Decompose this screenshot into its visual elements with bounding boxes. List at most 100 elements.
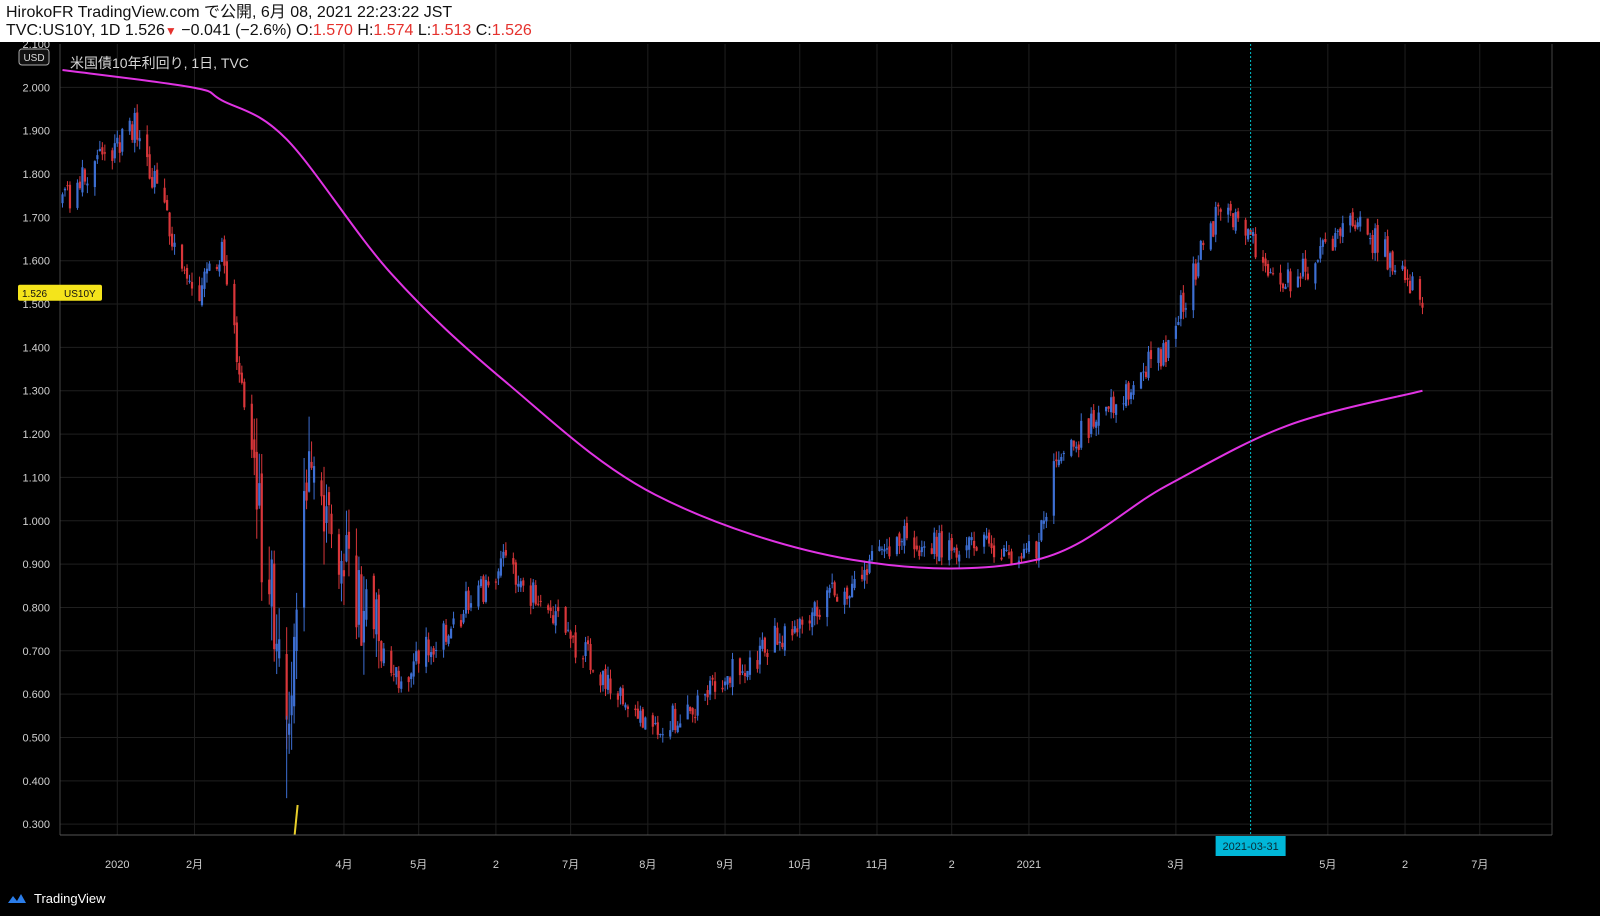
candle-body xyxy=(68,184,72,209)
candle-body xyxy=(532,582,535,603)
candle-body xyxy=(290,695,293,716)
candle-body xyxy=(1219,209,1222,212)
candle-body xyxy=(826,590,829,618)
x-tick-label: 2 xyxy=(1402,859,1408,871)
candle-body xyxy=(970,537,973,541)
moving-average xyxy=(62,69,1423,570)
candle-body xyxy=(644,717,647,730)
candle-body xyxy=(1351,212,1354,226)
candle-body xyxy=(1122,403,1125,405)
candle-body xyxy=(1045,516,1048,522)
tradingview-logo[interactable]: TradingView xyxy=(6,888,106,908)
candle-body xyxy=(766,653,769,658)
candle-body xyxy=(1289,271,1292,292)
candle-body xyxy=(711,677,714,680)
candle-body xyxy=(958,554,961,562)
candle-body xyxy=(218,264,221,272)
candle-body xyxy=(1386,236,1389,270)
candle-body xyxy=(357,570,360,625)
candle-body xyxy=(477,585,480,607)
candle-body xyxy=(706,690,709,698)
candle-body xyxy=(1177,321,1180,326)
candle-body xyxy=(382,648,385,664)
candle-body xyxy=(200,285,204,306)
candle-body xyxy=(935,536,938,557)
candle-body xyxy=(915,545,918,550)
candle-body xyxy=(534,585,537,605)
candle-body xyxy=(586,640,590,645)
candle-body xyxy=(930,548,933,554)
candle-body xyxy=(180,244,184,269)
y-tick-label: 0.400 xyxy=(22,776,50,788)
candle-body xyxy=(430,652,433,658)
candle-body xyxy=(1339,228,1342,236)
candle-body xyxy=(514,562,517,585)
candle-body xyxy=(375,599,378,635)
candle-body xyxy=(626,706,630,709)
candle-body xyxy=(1388,253,1392,268)
candle-body xyxy=(654,722,657,724)
candle-body xyxy=(641,709,644,728)
candle-body xyxy=(1164,341,1168,363)
candle-body xyxy=(1234,212,1237,231)
candle-body xyxy=(101,147,104,155)
candle-body xyxy=(1090,413,1093,435)
candle-body xyxy=(337,534,341,575)
candle-body xyxy=(444,624,448,642)
candle-body xyxy=(1359,216,1362,227)
candle-body xyxy=(793,626,796,633)
low-label: L: xyxy=(417,22,432,39)
candle-body xyxy=(163,187,166,203)
candle-body xyxy=(865,569,869,576)
candle-body xyxy=(987,532,991,544)
candle-body xyxy=(1107,406,1110,409)
candle-body xyxy=(260,473,263,583)
candle-body xyxy=(427,639,430,656)
candle-body xyxy=(918,550,921,556)
candle-body xyxy=(1264,258,1267,267)
candle-body xyxy=(621,688,625,705)
candle-body xyxy=(1411,276,1414,291)
candle-body xyxy=(83,169,87,182)
candle-body xyxy=(293,636,296,707)
candle-body xyxy=(312,466,316,483)
candle-body xyxy=(360,574,363,646)
candle-body xyxy=(1005,549,1008,551)
candle-body xyxy=(522,580,525,586)
tradingview-cloud-icon xyxy=(8,894,26,903)
candle-body xyxy=(452,618,455,625)
candle-body xyxy=(1115,404,1118,415)
candle-body xyxy=(467,590,470,610)
candle-body xyxy=(1324,238,1327,242)
price-change: −0.041 (−2.6%) xyxy=(181,22,292,39)
candle-body xyxy=(417,650,420,664)
tradingview-brand: TradingView xyxy=(34,890,106,906)
candle-body xyxy=(78,181,82,189)
candle-body xyxy=(1127,382,1130,400)
candle-body xyxy=(1179,295,1182,319)
candle-body xyxy=(686,704,689,720)
candle-body xyxy=(1209,223,1212,250)
currency-label: USD xyxy=(23,53,44,64)
candle-body xyxy=(285,654,288,720)
x-tick-label: 9月 xyxy=(716,859,733,871)
candle-body xyxy=(831,582,834,584)
candle-body xyxy=(1002,548,1006,557)
x-tick-label: 5月 xyxy=(410,859,427,871)
candle-body xyxy=(691,708,694,715)
candle-body xyxy=(868,559,871,573)
candle-body xyxy=(1284,286,1287,290)
candle-body xyxy=(885,548,889,550)
candle-body xyxy=(502,551,505,559)
candle-body xyxy=(940,531,943,558)
candle-body xyxy=(676,725,679,733)
price-chart[interactable]: 2.000 1.900 1.800 1.700 1.600 1.500 1.400 1.300… xyxy=(0,42,1600,880)
y-tick-label: 2.000 xyxy=(22,82,50,94)
candle-body xyxy=(121,128,124,152)
candle-body xyxy=(98,148,101,152)
chart-header: HirokoFR TradingView.com で公開, 6月 08, 202… xyxy=(0,0,1600,42)
y-tick-label: 1.300 xyxy=(22,386,50,398)
candle-body xyxy=(190,281,194,289)
publish-info: HirokoFR TradingView.com で公開, 6月 08, 202… xyxy=(6,4,453,21)
candle-body xyxy=(1281,283,1285,289)
